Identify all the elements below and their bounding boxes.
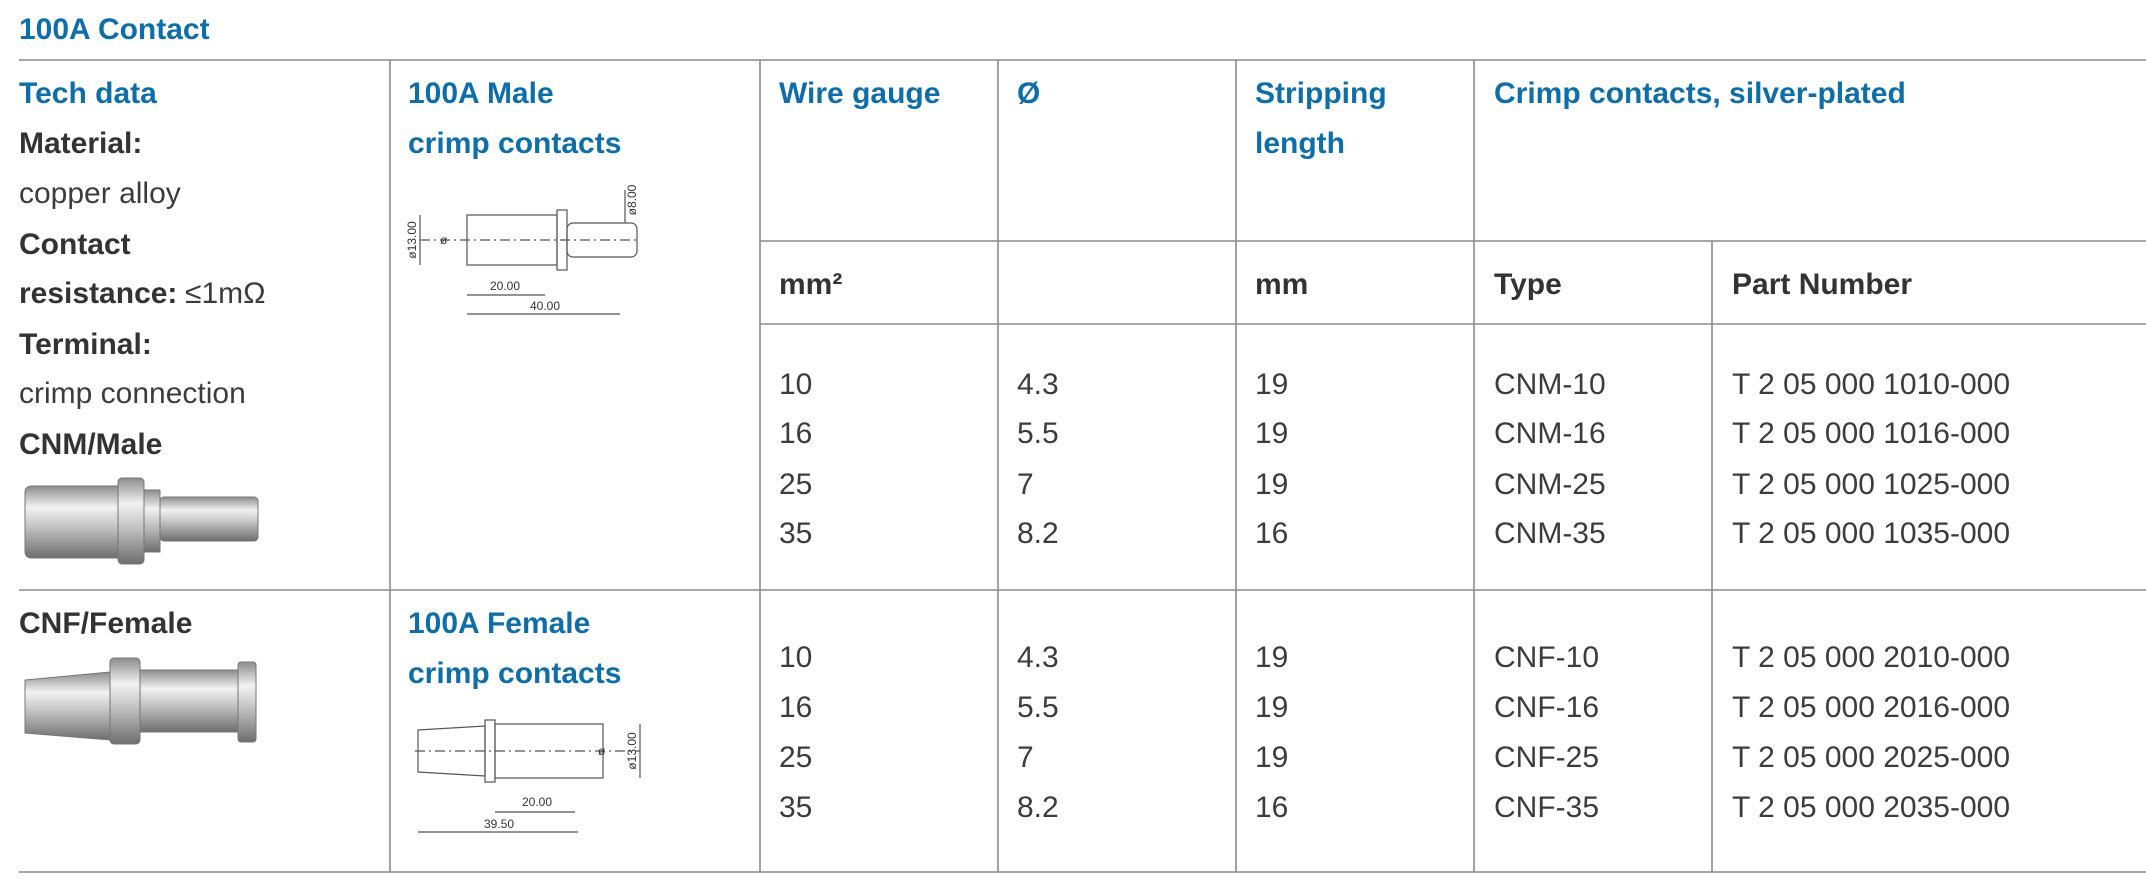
product-heading: 100A Female bbox=[408, 607, 591, 640]
drawing-dims: ø13.00 ø 20.00 40.00 ø8.00 ø13.00 ø 20.0… bbox=[405, 184, 639, 831]
rules bbox=[19, 59, 2146, 873]
table-cell: 4.3 bbox=[1017, 641, 1059, 674]
variant-label: CNF/Female bbox=[19, 607, 193, 640]
male-drawing bbox=[419, 190, 640, 315]
table-cell: 10 bbox=[779, 641, 813, 674]
dim: ø bbox=[440, 233, 448, 247]
product-heading: crimp contacts bbox=[408, 127, 622, 160]
table-cell: CNF-16 bbox=[1494, 691, 1600, 724]
table-cell: 19 bbox=[1255, 691, 1289, 724]
table-cell: CNF-25 bbox=[1494, 741, 1600, 774]
table-cell: CNF-35 bbox=[1494, 791, 1600, 824]
table-cell: 35 bbox=[779, 517, 813, 550]
female-drawing bbox=[415, 719, 641, 833]
spec-value: ≤1mΩ bbox=[185, 277, 266, 310]
unit-header: Part Number bbox=[1732, 268, 1913, 301]
table-cell: 7 bbox=[1017, 468, 1034, 501]
unit-header: Type bbox=[1494, 268, 1562, 301]
page-title: 100A Contact bbox=[19, 13, 210, 46]
table-cell: 8.2 bbox=[1017, 791, 1059, 824]
table-cell: 16 bbox=[1255, 517, 1289, 550]
table-cell: 10 bbox=[779, 368, 813, 401]
table-cell: 19 bbox=[1255, 641, 1289, 674]
table-cell: T 2 05 000 1010-000 bbox=[1732, 368, 2011, 401]
table-cell: CNM-16 bbox=[1494, 417, 1606, 450]
column-header: Ø bbox=[1017, 77, 1041, 110]
dim: 20.00 bbox=[490, 279, 520, 293]
column-header: Wire gauge bbox=[779, 77, 941, 110]
table-cell: CNM-25 bbox=[1494, 468, 1606, 501]
unit-header: mm² bbox=[779, 268, 843, 301]
spec-label: Contact bbox=[19, 228, 131, 261]
unit-header: mm bbox=[1255, 268, 1309, 301]
table-cell: 7 bbox=[1017, 741, 1034, 774]
female-photo bbox=[24, 657, 257, 745]
table-cell: 19 bbox=[1255, 417, 1289, 450]
table-cell: CNM-10 bbox=[1494, 368, 1606, 401]
dim: 39.50 bbox=[484, 817, 514, 831]
table-cell: 25 bbox=[779, 468, 813, 501]
table-cell: CNM-35 bbox=[1494, 517, 1606, 550]
male-photo bbox=[24, 477, 259, 565]
table-cell: 16 bbox=[779, 417, 813, 450]
dim: ø bbox=[598, 744, 606, 758]
table-cell: 16 bbox=[1255, 791, 1289, 824]
dim: ø8.00 bbox=[625, 184, 639, 215]
variant-label: CNM/Male bbox=[19, 428, 163, 461]
table-cell: 8.2 bbox=[1017, 517, 1059, 550]
table-cell: 35 bbox=[779, 791, 813, 824]
table-cell: T 2 05 000 2025-000 bbox=[1732, 741, 2011, 774]
spec-value: copper alloy bbox=[19, 177, 181, 210]
table-cell: T 2 05 000 2035-000 bbox=[1732, 791, 2011, 824]
table-cell: T 2 05 000 1035-000 bbox=[1732, 517, 2011, 550]
table-cell: 19 bbox=[1255, 468, 1289, 501]
table-cell: 16 bbox=[779, 691, 813, 724]
table-cell: 19 bbox=[1255, 741, 1289, 774]
dim: ø13.00 bbox=[405, 221, 419, 259]
dim: 20.00 bbox=[522, 795, 552, 809]
dim: 40.00 bbox=[530, 299, 560, 313]
column-header: length bbox=[1255, 127, 1345, 160]
column-header: Crimp contacts, silver-plated bbox=[1494, 77, 1906, 110]
table-cell: 4.3 bbox=[1017, 368, 1059, 401]
table-cell: T 2 05 000 2016-000 bbox=[1732, 691, 2011, 724]
product-heading: 100A Male bbox=[408, 77, 554, 110]
section-heading: Tech data bbox=[19, 77, 157, 110]
table-cell: T 2 05 000 1025-000 bbox=[1732, 468, 2011, 501]
product-heading: crimp contacts bbox=[408, 657, 622, 690]
spec-label: Terminal: bbox=[19, 328, 152, 361]
spec-label: resistance: bbox=[19, 277, 178, 310]
table-cell: T 2 05 000 1016-000 bbox=[1732, 417, 2011, 450]
column-header: Stripping bbox=[1255, 77, 1387, 110]
table-cell: 19 bbox=[1255, 368, 1289, 401]
spec-value: crimp connection bbox=[19, 377, 246, 410]
table-cell: T 2 05 000 2010-000 bbox=[1732, 641, 2011, 674]
table-cell: 5.5 bbox=[1017, 417, 1059, 450]
dim: ø13.00 bbox=[625, 732, 639, 770]
spec-label: Material: bbox=[19, 127, 143, 160]
table-cell: CNF-10 bbox=[1494, 641, 1600, 674]
table-cell: 25 bbox=[779, 741, 813, 774]
table-cell: 5.5 bbox=[1017, 691, 1059, 724]
